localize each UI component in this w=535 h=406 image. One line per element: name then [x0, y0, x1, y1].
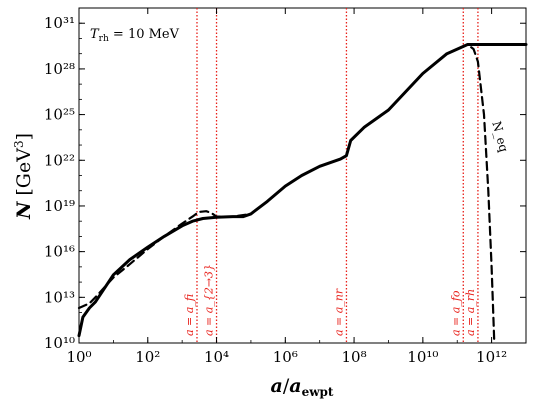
vline-label-4: a = a_rh — [464, 289, 477, 336]
y-tick-label-3: 10¹⁹ — [44, 197, 75, 215]
y-tick-label-5: 10²⁵ — [44, 106, 75, 124]
x-tick-label-0: 10⁰ — [66, 348, 91, 366]
vline-label-2: a = a_nr — [332, 288, 345, 336]
y-axis-label: N [GeV3] — [12, 133, 35, 220]
y-tick-label-4: 10²² — [44, 151, 75, 169]
x-axis-ticks: 10⁰ 10² 10⁴ 10⁶ 10⁸ 10¹⁰ 10¹² — [66, 8, 527, 366]
x-axis-label: a/aewpt — [271, 375, 334, 399]
y-tick-label-7: 10³¹ — [44, 14, 75, 32]
x-tick-label-3: 10⁶ — [273, 348, 298, 366]
vline-label-1: a = a_{2→3} — [203, 264, 216, 336]
series-line-1 — [77, 43, 496, 345]
y-tick-label-2: 10¹⁶ — [44, 243, 75, 261]
x-tick-label-5: 10¹⁰ — [407, 348, 438, 366]
y-tick-label-1: 10¹³ — [44, 288, 75, 306]
vline-label-3: a = a_fo — [449, 290, 462, 336]
y-axis-ticks: 10¹⁰ 10¹³ 10¹⁶ 10¹⁹ 10²² 10²⁵ 10²⁸ 10³¹ — [44, 7, 526, 352]
y-tick-label-6: 10²⁸ — [44, 60, 75, 78]
vertical-reference-lines: a = a_fi a = a_{2→3} a = a_nr a = a_fo a = a… — [183, 8, 479, 343]
trh-annotation: Trh = 10 MeV — [90, 27, 180, 44]
x-tick-label-1: 10² — [135, 348, 160, 366]
vline-label-0: a = a_fi — [183, 294, 196, 336]
y-tick-label-0: 10¹⁰ — [44, 334, 75, 352]
x-tick-label-6: 10¹² — [476, 348, 507, 366]
x-tick-label-4: 10⁸ — [342, 348, 367, 366]
curves — [77, 43, 528, 345]
x-tick-label-2: 10⁴ — [204, 348, 229, 366]
